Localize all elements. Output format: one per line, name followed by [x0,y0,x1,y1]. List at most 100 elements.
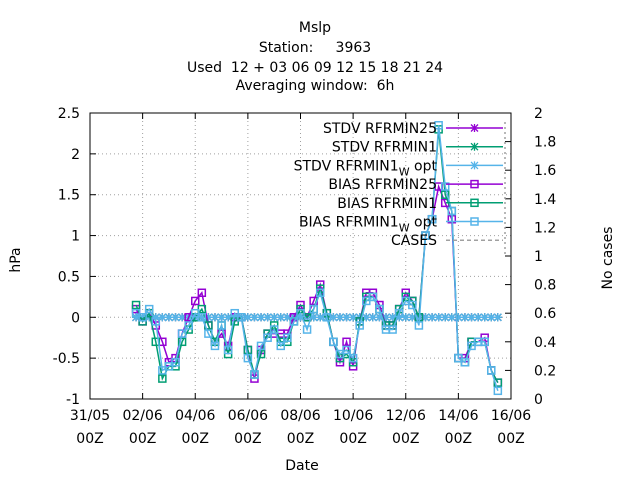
data-point [243,353,253,363]
data-point [480,313,489,322]
data-point [401,313,410,322]
legend-swatch-marker [470,124,479,132]
title-line-1: Mslp [299,20,331,36]
series-line [135,125,499,392]
data-point [348,353,358,363]
data-point [256,349,266,359]
legend-entry: BIAS RFRMIN1 [337,196,503,212]
data-point [408,300,417,310]
y-tick-label: 2 [71,147,80,163]
data-point [302,325,312,334]
title-line-3: Used 12 + 03 06 09 12 15 18 21 24 [187,60,443,76]
data-point [217,321,226,330]
y2-tick-label: 1.2 [534,220,556,236]
data-point [276,313,285,322]
data-point [178,313,187,322]
data-point [217,313,226,322]
legend-entry: BIAS RFRMIN25 [328,177,503,193]
data-point [421,231,430,240]
data-point [394,308,404,318]
legend-label: CASES [391,233,437,249]
data-point [362,313,371,322]
data-point [283,313,292,322]
data-point [467,313,476,322]
plot-frame [89,112,512,400]
axes: -1 -0.5 0 0.5 1 1.5 2 2.5 0 0.2 0.4 0.6 0.8 1 1.2 1.4 1.… [53,106,557,447]
data-point [315,288,325,298]
data-point [263,313,272,322]
data-point [447,313,456,322]
y2-tick-label: 1.4 [534,192,556,208]
x-tick-label-date: 04/06 [175,408,215,424]
data-point [144,304,154,314]
data-point [250,313,259,322]
legend-label: STDV RFRMIN1W opt [294,158,438,178]
y2-tick-label: 1.8 [534,135,556,151]
data-point [487,313,496,322]
x-tick-label-time: 00Z [392,431,419,447]
data-point [283,333,292,342]
y-tick-label: 2.5 [58,106,80,122]
data-point [329,337,338,347]
y2-tick-label: 0.4 [534,335,556,351]
x-tick-label-time: 00Z [339,431,366,447]
data-point [263,333,272,342]
data-point [434,121,443,130]
legend-entry: STDV RFRMIN1W opt [294,158,503,178]
legend-entry: STDV RFRMIN1 [332,140,503,156]
data-point [177,329,187,338]
x-tick-label-date: 10/06 [333,408,373,424]
legend-label: BIAS RFRMIN1 [337,196,437,212]
x-tick-label-date: 06/06 [228,408,268,424]
y2-tick-label: 0.2 [534,363,556,379]
series-bias-rfrmin1-w-opt [131,121,503,396]
data-point [342,313,351,322]
legend-swatch-marker [470,179,479,189]
legend-label: STDV RFRMIN1 [332,140,437,156]
title-line-2: Station: 3963 [259,40,371,56]
data-point [309,313,318,322]
legend-entry: CASES [391,233,503,249]
data-point [388,313,397,322]
data-point [164,313,173,322]
y-tick-label: -1 [66,392,80,408]
data-point [256,341,266,351]
data-point [250,370,259,379]
x-tick-label-date: 12/06 [386,408,426,424]
data-point [440,182,450,191]
data-point [243,313,252,322]
data-point [296,308,305,318]
data-point [151,317,161,326]
x-tick-label-date: 14/06 [438,408,478,424]
x-tick-label-time: 00Z [182,431,209,447]
y-tick-label: 1 [71,229,80,245]
y2-tick-label: 1.6 [534,163,556,179]
y2-tick-label: 0.8 [534,278,556,294]
data-point [309,304,318,314]
y-tick-label: 1.5 [58,188,80,204]
y2-tick-label: 2 [534,106,543,122]
data-point [197,313,207,322]
y2-tick-label: 0 [534,392,543,408]
x-tick-label-time: 00Z [287,431,314,447]
data-point [329,313,338,322]
legend-swatch-marker [470,198,479,208]
data-point [342,337,351,347]
data-point [493,378,503,387]
legend-label: BIAS RFRMIN25 [328,177,437,193]
data-point [171,313,180,322]
legend-swatch-marker [470,142,479,151]
data-point [342,345,351,355]
data-point [276,341,286,351]
legend-label: BIAS RFRMIN1W opt [299,215,438,235]
x-tick-label-time: 00Z [234,431,261,447]
data-point [224,313,233,322]
x-tick-label-time: 00Z [497,431,524,447]
data-point [151,337,161,347]
y-tick-label: 0 [71,310,80,326]
series-layer [131,121,506,396]
data-point [210,341,220,351]
data-point [480,337,489,347]
